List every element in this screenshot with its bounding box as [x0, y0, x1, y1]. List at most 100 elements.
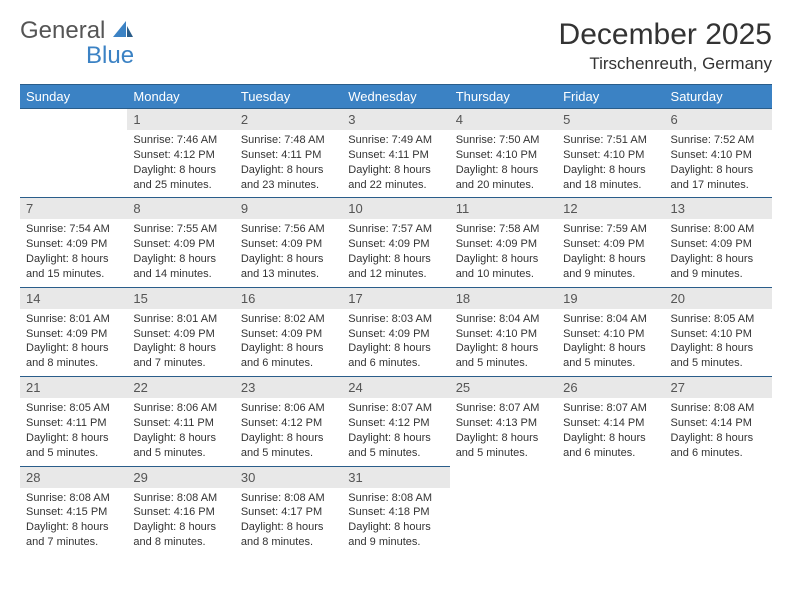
- logo: General Blue: [20, 18, 134, 68]
- calendar-day-cell: [20, 109, 127, 198]
- calendar-day-cell: 17Sunrise: 8:03 AMSunset: 4:09 PMDayligh…: [342, 287, 449, 376]
- day-details: Sunrise: 8:05 AMSunset: 4:10 PMDaylight:…: [665, 309, 772, 376]
- calendar-day-cell: 18Sunrise: 8:04 AMSunset: 4:10 PMDayligh…: [450, 287, 557, 376]
- calendar-day-cell: 24Sunrise: 8:07 AMSunset: 4:12 PMDayligh…: [342, 377, 449, 466]
- weekday-header: Saturday: [665, 85, 772, 109]
- calendar-day-cell: 9Sunrise: 7:56 AMSunset: 4:09 PMDaylight…: [235, 198, 342, 287]
- day-details: Sunrise: 8:06 AMSunset: 4:12 PMDaylight:…: [235, 398, 342, 465]
- logo-text-blue: Blue: [20, 43, 134, 68]
- calendar-day-cell: 23Sunrise: 8:06 AMSunset: 4:12 PMDayligh…: [235, 377, 342, 466]
- calendar-week-row: 7Sunrise: 7:54 AMSunset: 4:09 PMDaylight…: [20, 198, 772, 287]
- calendar-day-cell: [450, 466, 557, 555]
- calendar-day-cell: 27Sunrise: 8:08 AMSunset: 4:14 PMDayligh…: [665, 377, 772, 466]
- calendar-day-cell: 16Sunrise: 8:02 AMSunset: 4:09 PMDayligh…: [235, 287, 342, 376]
- weekday-header: Sunday: [20, 85, 127, 109]
- day-details: Sunrise: 8:01 AMSunset: 4:09 PMDaylight:…: [20, 309, 127, 376]
- day-number: 28: [20, 467, 127, 488]
- day-number: 12: [557, 198, 664, 219]
- day-number: 20: [665, 288, 772, 309]
- weekday-header: Tuesday: [235, 85, 342, 109]
- calendar-day-cell: 19Sunrise: 8:04 AMSunset: 4:10 PMDayligh…: [557, 287, 664, 376]
- day-number: 26: [557, 377, 664, 398]
- day-details: Sunrise: 7:52 AMSunset: 4:10 PMDaylight:…: [665, 130, 772, 197]
- day-number: 19: [557, 288, 664, 309]
- calendar-day-cell: 2Sunrise: 7:48 AMSunset: 4:11 PMDaylight…: [235, 109, 342, 198]
- day-details: Sunrise: 7:57 AMSunset: 4:09 PMDaylight:…: [342, 219, 449, 286]
- day-number: 10: [342, 198, 449, 219]
- day-number: 13: [665, 198, 772, 219]
- day-details: Sunrise: 8:03 AMSunset: 4:09 PMDaylight:…: [342, 309, 449, 376]
- calendar-day-cell: 29Sunrise: 8:08 AMSunset: 4:16 PMDayligh…: [127, 466, 234, 555]
- calendar-week-row: 14Sunrise: 8:01 AMSunset: 4:09 PMDayligh…: [20, 287, 772, 376]
- weekday-header: Friday: [557, 85, 664, 109]
- calendar-day-cell: 4Sunrise: 7:50 AMSunset: 4:10 PMDaylight…: [450, 109, 557, 198]
- calendar-day-cell: 8Sunrise: 7:55 AMSunset: 4:09 PMDaylight…: [127, 198, 234, 287]
- day-number: 11: [450, 198, 557, 219]
- day-number: 1: [127, 109, 234, 130]
- day-number: 25: [450, 377, 557, 398]
- day-number: 24: [342, 377, 449, 398]
- day-details: Sunrise: 8:07 AMSunset: 4:14 PMDaylight:…: [557, 398, 664, 465]
- calendar-day-cell: 21Sunrise: 8:05 AMSunset: 4:11 PMDayligh…: [20, 377, 127, 466]
- day-details: Sunrise: 7:55 AMSunset: 4:09 PMDaylight:…: [127, 219, 234, 286]
- day-number: 30: [235, 467, 342, 488]
- day-number: 2: [235, 109, 342, 130]
- calendar-table: Sunday Monday Tuesday Wednesday Thursday…: [20, 84, 772, 555]
- day-details: Sunrise: 7:48 AMSunset: 4:11 PMDaylight:…: [235, 130, 342, 197]
- calendar-day-cell: [665, 466, 772, 555]
- weekday-header-row: Sunday Monday Tuesday Wednesday Thursday…: [20, 85, 772, 109]
- calendar-day-cell: 3Sunrise: 7:49 AMSunset: 4:11 PMDaylight…: [342, 109, 449, 198]
- calendar-day-cell: 31Sunrise: 8:08 AMSunset: 4:18 PMDayligh…: [342, 466, 449, 555]
- day-details: Sunrise: 8:08 AMSunset: 4:14 PMDaylight:…: [665, 398, 772, 465]
- location-text: Tirschenreuth, Germany: [559, 54, 772, 74]
- calendar-day-cell: 7Sunrise: 7:54 AMSunset: 4:09 PMDaylight…: [20, 198, 127, 287]
- day-number: 8: [127, 198, 234, 219]
- calendar-day-cell: 5Sunrise: 7:51 AMSunset: 4:10 PMDaylight…: [557, 109, 664, 198]
- logo-text-general: General: [20, 17, 105, 44]
- day-details: Sunrise: 8:01 AMSunset: 4:09 PMDaylight:…: [127, 309, 234, 376]
- day-details: Sunrise: 8:08 AMSunset: 4:16 PMDaylight:…: [127, 488, 234, 555]
- day-number: 18: [450, 288, 557, 309]
- day-number: 27: [665, 377, 772, 398]
- day-details: Sunrise: 8:06 AMSunset: 4:11 PMDaylight:…: [127, 398, 234, 465]
- day-details: Sunrise: 7:56 AMSunset: 4:09 PMDaylight:…: [235, 219, 342, 286]
- day-details: Sunrise: 8:04 AMSunset: 4:10 PMDaylight:…: [450, 309, 557, 376]
- calendar-day-cell: [557, 466, 664, 555]
- calendar-day-cell: 12Sunrise: 7:59 AMSunset: 4:09 PMDayligh…: [557, 198, 664, 287]
- day-number: 14: [20, 288, 127, 309]
- day-number: 9: [235, 198, 342, 219]
- calendar-day-cell: 20Sunrise: 8:05 AMSunset: 4:10 PMDayligh…: [665, 287, 772, 376]
- day-details: Sunrise: 8:05 AMSunset: 4:11 PMDaylight:…: [20, 398, 127, 465]
- calendar-day-cell: 28Sunrise: 8:08 AMSunset: 4:15 PMDayligh…: [20, 466, 127, 555]
- calendar-day-cell: 11Sunrise: 7:58 AMSunset: 4:09 PMDayligh…: [450, 198, 557, 287]
- day-details: Sunrise: 7:46 AMSunset: 4:12 PMDaylight:…: [127, 130, 234, 197]
- weekday-header: Wednesday: [342, 85, 449, 109]
- calendar-day-cell: 22Sunrise: 8:06 AMSunset: 4:11 PMDayligh…: [127, 377, 234, 466]
- day-number: 31: [342, 467, 449, 488]
- calendar-week-row: 21Sunrise: 8:05 AMSunset: 4:11 PMDayligh…: [20, 377, 772, 466]
- day-number: 4: [450, 109, 557, 130]
- day-number: 21: [20, 377, 127, 398]
- day-number: 7: [20, 198, 127, 219]
- day-details: Sunrise: 7:49 AMSunset: 4:11 PMDaylight:…: [342, 130, 449, 197]
- day-details: Sunrise: 8:08 AMSunset: 4:17 PMDaylight:…: [235, 488, 342, 555]
- day-details: Sunrise: 7:54 AMSunset: 4:09 PMDaylight:…: [20, 219, 127, 286]
- day-details: Sunrise: 7:59 AMSunset: 4:09 PMDaylight:…: [557, 219, 664, 286]
- calendar-week-row: 1Sunrise: 7:46 AMSunset: 4:12 PMDaylight…: [20, 109, 772, 198]
- logo-sail-icon: [112, 18, 134, 43]
- calendar-day-cell: 26Sunrise: 8:07 AMSunset: 4:14 PMDayligh…: [557, 377, 664, 466]
- day-number: 5: [557, 109, 664, 130]
- calendar-day-cell: 25Sunrise: 8:07 AMSunset: 4:13 PMDayligh…: [450, 377, 557, 466]
- page-title: December 2025: [559, 18, 772, 52]
- day-details: Sunrise: 7:50 AMSunset: 4:10 PMDaylight:…: [450, 130, 557, 197]
- weekday-header: Thursday: [450, 85, 557, 109]
- calendar-day-cell: 15Sunrise: 8:01 AMSunset: 4:09 PMDayligh…: [127, 287, 234, 376]
- day-details: Sunrise: 8:02 AMSunset: 4:09 PMDaylight:…: [235, 309, 342, 376]
- calendar-day-cell: 14Sunrise: 8:01 AMSunset: 4:09 PMDayligh…: [20, 287, 127, 376]
- day-details: Sunrise: 7:58 AMSunset: 4:09 PMDaylight:…: [450, 219, 557, 286]
- calendar-day-cell: 10Sunrise: 7:57 AMSunset: 4:09 PMDayligh…: [342, 198, 449, 287]
- day-details: Sunrise: 8:07 AMSunset: 4:12 PMDaylight:…: [342, 398, 449, 465]
- day-number: 6: [665, 109, 772, 130]
- day-number: 15: [127, 288, 234, 309]
- weekday-header: Monday: [127, 85, 234, 109]
